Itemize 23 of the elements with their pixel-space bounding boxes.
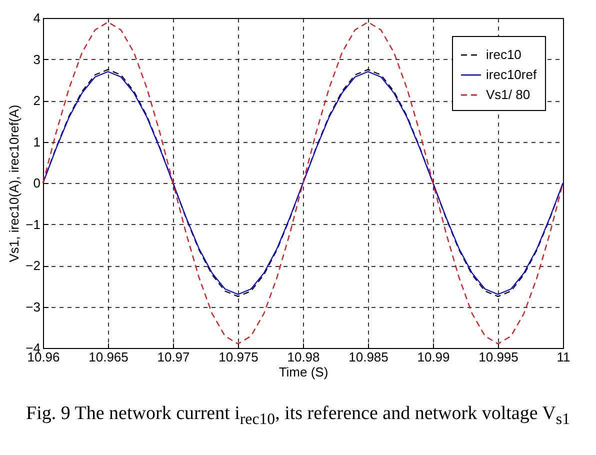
legend-label: irec10ref [486, 67, 537, 82]
x-tick-label: 10.995 [478, 350, 518, 364]
legend-label: Vs1/ 80 [486, 87, 530, 102]
caption: Fig. 9 The network current i$_{rec10}$, its reference and network voltage V$_{s1}$ [25, 403, 571, 429]
legend-label: irec10 [486, 47, 522, 62]
y-tick-label: −2 [26, 258, 40, 273]
y-tick-label: 3 [33, 52, 40, 67]
x-axis-title: Time (S) [278, 364, 328, 380]
x-tick-label: 10.97 [157, 350, 190, 364]
y-tick-label: 0 [33, 176, 40, 190]
x-tick-label: 10.975 [218, 350, 258, 364]
y-axis-title: Vs1, irec10(A), irec10ref(A) [6, 104, 22, 262]
y-tick-label: 1 [33, 134, 40, 150]
x-tick-label: 10.965 [88, 350, 128, 364]
x-tick-label: 10.99 [417, 350, 450, 364]
y-tick-label: −3 [26, 299, 40, 314]
x-tick-label: 10.985 [348, 350, 388, 364]
line-series [42, 22, 564, 344]
x-tick-label: 11 [556, 350, 570, 364]
y-tick-label: 4 [33, 10, 40, 26]
y-tick-label: 2 [33, 93, 40, 108]
x-tick-label: 10.98 [287, 350, 320, 364]
y-tick-label: −1 [26, 216, 40, 232]
